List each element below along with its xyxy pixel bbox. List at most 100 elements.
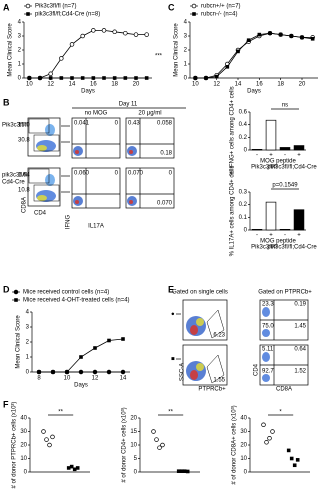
panel-label: C — [168, 2, 175, 12]
bar — [251, 149, 263, 151]
x-tick-label: 10 — [192, 82, 199, 88]
density — [196, 363, 204, 371]
density — [196, 318, 204, 326]
quadrant-value: 0.43 — [128, 121, 140, 127]
marker — [112, 76, 117, 80]
legend-label: rubcn-/- (n=4) — [201, 12, 238, 18]
y-tick-label: 0.4 — [239, 122, 248, 128]
axis-title: CD4 — [254, 363, 260, 376]
marker — [107, 338, 111, 343]
y-tick-label: 1 — [18, 62, 22, 68]
marker — [92, 369, 98, 375]
marker — [278, 32, 283, 37]
y-tick-label: 30 — [240, 429, 247, 435]
x-tick-label: 20 — [133, 82, 140, 88]
density — [190, 325, 198, 335]
quadrant-value: 0.041 — [74, 121, 90, 127]
marker — [151, 429, 156, 434]
y-axis-title: # of donor CD4+ cells (x10³) — [122, 407, 128, 482]
quadrant-value: 1.52 — [294, 369, 306, 375]
x-axis-title: Days — [81, 89, 95, 95]
y-tick-label: 40 — [240, 416, 247, 422]
category-label: - — [284, 233, 286, 239]
quadrant-value: 75.0 — [262, 324, 274, 330]
marker — [295, 458, 300, 462]
legend-label: pik3c3fl/fl;Cd4-Cre (n=8) — [35, 12, 100, 18]
category-label: - — [284, 153, 286, 159]
marker — [246, 38, 251, 42]
legend-label: Mice received control cells (n=4) — [23, 290, 109, 296]
x-axis-title: Days — [74, 383, 88, 389]
marker — [204, 76, 208, 80]
x-tick-label: 12 — [92, 376, 99, 382]
marker — [121, 337, 125, 341]
gate-value: 15.0 — [18, 123, 30, 129]
marker — [72, 467, 77, 472]
axis-title: SSC-A — [180, 363, 186, 381]
marker — [144, 32, 149, 37]
row-marker: ■ — [171, 357, 175, 363]
group-label: Pik3c3fl/fl — [251, 245, 277, 251]
gate — [33, 184, 60, 202]
axis-title: CD4 — [34, 211, 47, 217]
x-tick-label: 10 — [26, 82, 33, 88]
genotype-label: Pik3c3fl/fl — [2, 123, 28, 129]
panel-label: D — [3, 284, 10, 294]
y-tick-label: 0 — [24, 470, 28, 476]
marker — [225, 65, 230, 69]
y-tick-label: 1 — [184, 62, 188, 68]
marker — [79, 355, 83, 359]
marker — [264, 440, 269, 445]
marker — [27, 76, 32, 80]
quadrant-value: 0.19 — [294, 302, 306, 308]
x-axis-title: MOG peptide — [260, 239, 296, 245]
bar — [293, 145, 305, 151]
y-tick-label: 0 — [244, 228, 248, 234]
y-tick-label: 0 — [134, 470, 138, 476]
density — [262, 352, 270, 362]
y-axis-title: Mean Clinical Score — [16, 315, 22, 369]
legend-label: Pik3c3fl/fl (n=7) — [35, 4, 77, 10]
panel-label: A — [3, 2, 10, 12]
marker — [193, 76, 198, 80]
density — [37, 145, 47, 151]
y-tick-label: 10 — [130, 443, 137, 449]
row-marker: ● — [171, 312, 175, 318]
y-tick-label: 30 — [20, 429, 27, 435]
y-axis-title: Mean Clinical Score — [8, 23, 14, 77]
marker — [80, 33, 85, 39]
y-tick-label: 10 — [240, 456, 247, 462]
y-tick-label: 0.2 — [239, 135, 248, 141]
density — [37, 195, 47, 201]
y-tick-label: 2 — [184, 48, 188, 54]
y-tick-label: 40 — [20, 416, 27, 422]
marker — [267, 436, 272, 441]
y-tick-label: 0.2 — [239, 202, 248, 208]
y-tick-label: 0 — [18, 76, 22, 82]
day-label: Day 11 — [119, 102, 138, 108]
y-tick-label: 20 — [130, 416, 137, 422]
bar — [265, 201, 277, 231]
quadrant-value: 0.058 — [157, 121, 173, 127]
y-tick-label: 2 — [18, 48, 22, 54]
marker — [69, 464, 74, 469]
bar — [293, 209, 305, 231]
quadrant-value: 92.7 — [262, 369, 274, 375]
category-label: + — [297, 153, 301, 159]
marker — [48, 71, 53, 77]
gate-title: Gated on PTPRCb+ — [258, 290, 312, 296]
y-axis-title: # of donor CD8A+ cells (x10³) — [232, 405, 238, 484]
x-axis-title: Days — [247, 89, 261, 95]
quadrant-value: 0 — [169, 171, 173, 177]
quadrant-value: 0.64 — [294, 347, 306, 353]
marker — [50, 434, 55, 440]
annotation: ** — [168, 410, 173, 416]
marker — [51, 370, 55, 374]
marker — [160, 442, 165, 448]
quadrant-value: 0.18 — [160, 151, 172, 157]
marker — [292, 463, 297, 468]
marker — [112, 29, 117, 35]
quadrant-value: 0 — [115, 171, 119, 177]
marker — [14, 298, 18, 302]
